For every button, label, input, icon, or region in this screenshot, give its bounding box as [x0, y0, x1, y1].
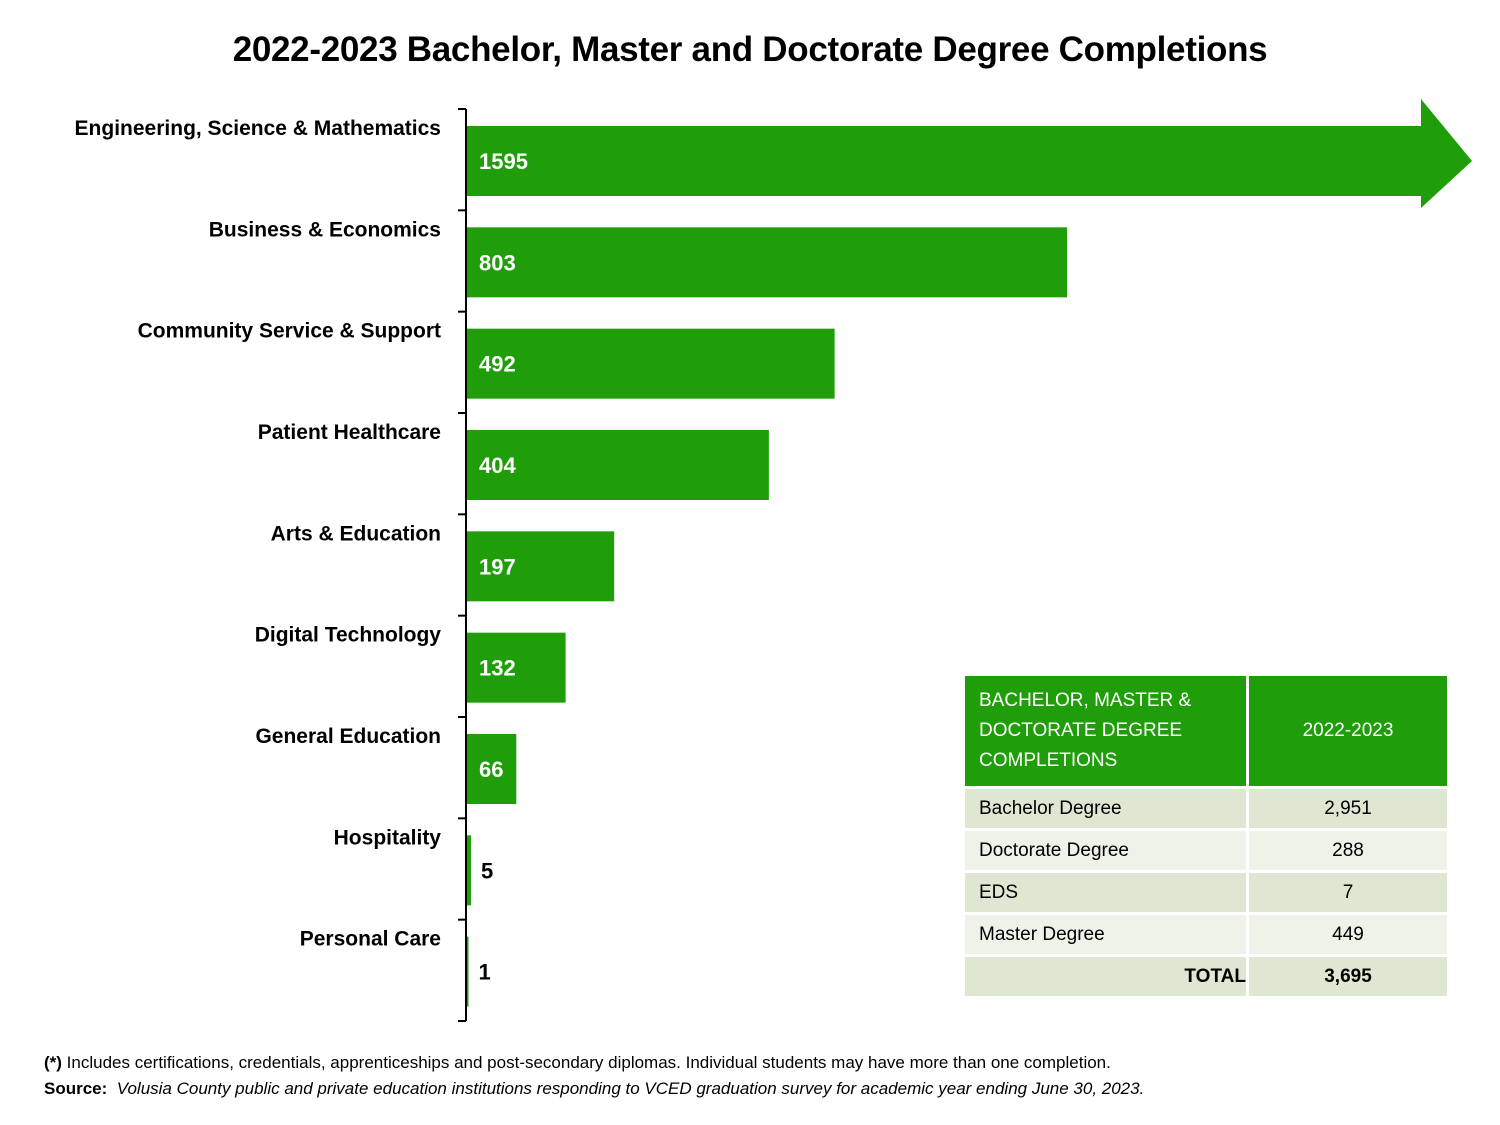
bar: [467, 531, 615, 602]
bar: [467, 734, 517, 804]
category-label: General Education: [255, 725, 441, 748]
data-label: 132: [479, 656, 516, 681]
data-label: 1595: [479, 149, 528, 174]
source-label: Source:: [44, 1079, 108, 1098]
category-label: Personal Care: [300, 928, 441, 951]
bar: [467, 227, 1067, 298]
row-value: 7: [1249, 873, 1447, 912]
table-row: Doctorate Degree 288: [965, 831, 1447, 870]
category-label: Engineering, Science & Mathematics: [75, 117, 441, 140]
data-label: 5: [481, 858, 493, 883]
row-value: 288: [1249, 831, 1447, 870]
table-header-row: BACHELOR, MASTER & DOCTORATE DEGREE COMP…: [965, 676, 1447, 786]
data-label: 197: [479, 554, 516, 579]
bar: [467, 936, 469, 1007]
data-label: 1: [479, 960, 491, 985]
bar: [467, 430, 769, 500]
row-value: 2,951: [1249, 789, 1447, 828]
data-label: 404: [479, 453, 516, 478]
data-label: 803: [479, 250, 516, 275]
row-label: EDS: [965, 873, 1246, 912]
footnote-note-line: (*) Includes certifications, credentials…: [44, 1050, 1144, 1076]
chart-title: 2022-2023 Bachelor, Master and Doctorate…: [232, 30, 1268, 69]
total-value: 3,695: [1249, 957, 1447, 996]
category-label: Community Service & Support: [138, 320, 441, 343]
data-label: 492: [479, 352, 516, 377]
row-label: Master Degree: [965, 915, 1246, 954]
degree-summary-table: BACHELOR, MASTER & DOCTORATE DEGREE COMP…: [962, 673, 1450, 999]
category-label: Business & Economics: [209, 218, 441, 241]
footnote: (*) Includes certifications, credentials…: [44, 1050, 1144, 1102]
row-label: Bachelor Degree: [965, 789, 1246, 828]
bar-arrow: [467, 99, 1472, 208]
row-label: Doctorate Degree: [965, 831, 1246, 870]
table-row: Master Degree 449: [965, 915, 1447, 954]
table-row: EDS 7: [965, 873, 1447, 912]
category-label: Digital Technology: [255, 624, 442, 647]
category-label: Hospitality: [334, 826, 442, 849]
data-label: 66: [479, 757, 503, 782]
bar: [467, 328, 835, 399]
table-header-year: 2022-2023: [1249, 676, 1447, 786]
footnote-note: Includes certifications, credentials, ap…: [61, 1053, 1111, 1072]
table-row: Bachelor Degree 2,951: [965, 789, 1447, 828]
table-header-label: BACHELOR, MASTER & DOCTORATE DEGREE COMP…: [965, 676, 1246, 786]
total-label: TOTAL: [965, 957, 1246, 996]
category-label: Patient Healthcare: [258, 421, 441, 444]
table-total-row: TOTAL 3,695: [965, 957, 1447, 996]
bar: [467, 632, 566, 703]
footnote-source-line: Source: Volusia County public and privat…: [44, 1076, 1144, 1102]
source-text: Volusia County public and private educat…: [116, 1079, 1145, 1098]
bar: [467, 835, 471, 906]
footnote-mark: (*): [44, 1053, 62, 1072]
row-value: 449: [1249, 915, 1447, 954]
category-label: Arts & Education: [271, 522, 441, 545]
